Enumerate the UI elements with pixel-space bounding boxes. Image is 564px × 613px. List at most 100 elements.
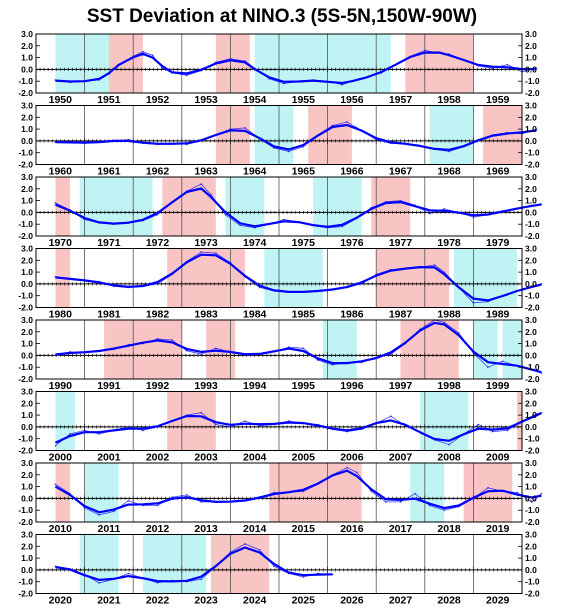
y-tick-label-right: -2.0 [525, 517, 540, 527]
year-label: 2009 [486, 452, 510, 464]
year-label: 1990 [49, 380, 73, 392]
data-point [297, 220, 300, 223]
data-point [312, 224, 314, 227]
y-tick-label-left: -1.0 [18, 577, 33, 587]
data-point [326, 80, 329, 83]
data-point [69, 81, 71, 84]
data-point [477, 64, 480, 67]
data-point [389, 353, 392, 356]
y-tick-label-right: 0.0 [525, 350, 537, 360]
y-tick-label-left: 1.0 [21, 410, 33, 420]
year-label: 2028 [437, 595, 461, 607]
year-label: 1950 [49, 94, 73, 106]
data-point [389, 142, 392, 145]
y-tick-label-right: -1.0 [525, 505, 540, 515]
data-point [491, 67, 494, 70]
data-point [156, 504, 159, 507]
panel-frame [35, 462, 523, 523]
data-point [331, 473, 334, 476]
data-point [404, 342, 407, 345]
data-point [414, 492, 416, 495]
data-point [428, 212, 431, 215]
data-point [273, 350, 276, 353]
year-label: 1960 [49, 166, 73, 178]
y-tick-label-right: 3.0 [525, 458, 537, 468]
year-label: 2008 [437, 452, 461, 464]
data-point [98, 141, 101, 143]
year-label: 1979 [486, 237, 510, 249]
y-tick-label-left: 3.0 [21, 244, 33, 254]
data-point [530, 368, 533, 371]
data-point [487, 366, 489, 369]
year-label: 1983 [194, 309, 218, 321]
la-nina-shade [84, 463, 119, 522]
data-point [443, 207, 446, 210]
y-tick-label-left: 0.0 [21, 565, 33, 575]
data-point [112, 348, 115, 351]
year-label: 2022 [146, 595, 170, 607]
panel-frame [35, 176, 523, 237]
data-point [302, 422, 305, 425]
y-tick-label-right: -1.0 [525, 76, 540, 86]
y-tick-label-left: -2.0 [18, 446, 33, 456]
data-point [214, 134, 217, 136]
year-label: 1998 [437, 380, 461, 392]
y-tick-label-left: -2.0 [18, 231, 33, 241]
la-nina-shade [322, 320, 357, 379]
year-label: 2012 [146, 523, 170, 535]
data-point [151, 54, 154, 57]
year-label: 1959 [486, 94, 510, 106]
year-label: 1996 [340, 380, 364, 392]
data-point [419, 430, 421, 433]
data-point [540, 411, 543, 414]
y-tick-label-right: -1.0 [525, 291, 540, 301]
year-label: 1952 [146, 94, 170, 106]
y-tick-label-right: 1.0 [525, 339, 537, 349]
data-point [117, 63, 120, 66]
y-tick-label-right: 1.0 [525, 267, 537, 277]
data-point [419, 266, 421, 269]
data-point [244, 275, 246, 278]
year-label: 1957 [389, 94, 413, 106]
data-point [200, 69, 203, 72]
data-point [472, 301, 475, 304]
y-tick-label-left: 1.0 [21, 124, 33, 134]
y-tick-label-right: 1.0 [525, 196, 537, 206]
year-label: 1964 [243, 166, 267, 178]
y-tick-label-left: 2.0 [21, 41, 33, 51]
data-point [244, 354, 246, 357]
y-tick-label-right: -1.0 [525, 219, 540, 229]
data-point [229, 501, 232, 503]
y-tick-label-right: 0.0 [525, 565, 537, 575]
data-point [516, 491, 519, 494]
year-label: 2016 [340, 523, 364, 535]
data-point [214, 347, 217, 350]
data-point [516, 290, 519, 292]
year-label: 1966 [340, 166, 364, 178]
data-point [501, 294, 504, 297]
panel-frame [35, 105, 523, 165]
year-label: 1975 [292, 237, 316, 249]
running-mean-line [55, 321, 542, 374]
year-label: 2015 [292, 523, 316, 535]
data-point [98, 79, 101, 81]
y-tick-label-right: 2.0 [525, 327, 537, 337]
year-label: 1987 [389, 309, 413, 321]
year-label: 1953 [194, 94, 218, 106]
data-point [171, 579, 173, 582]
data-point [258, 286, 261, 289]
data-point [287, 150, 290, 153]
data-point [54, 141, 57, 143]
data-point [302, 291, 305, 294]
data-point [200, 140, 203, 142]
el-nino-shade [215, 34, 250, 93]
data-point [443, 509, 446, 512]
y-tick-label-left: -1.0 [18, 291, 33, 301]
data-point [54, 565, 57, 568]
data-point [156, 581, 159, 584]
data-point [302, 490, 305, 493]
data-point [69, 350, 71, 353]
y-tick-label-left: -1.0 [18, 434, 33, 444]
data-point [83, 352, 86, 354]
